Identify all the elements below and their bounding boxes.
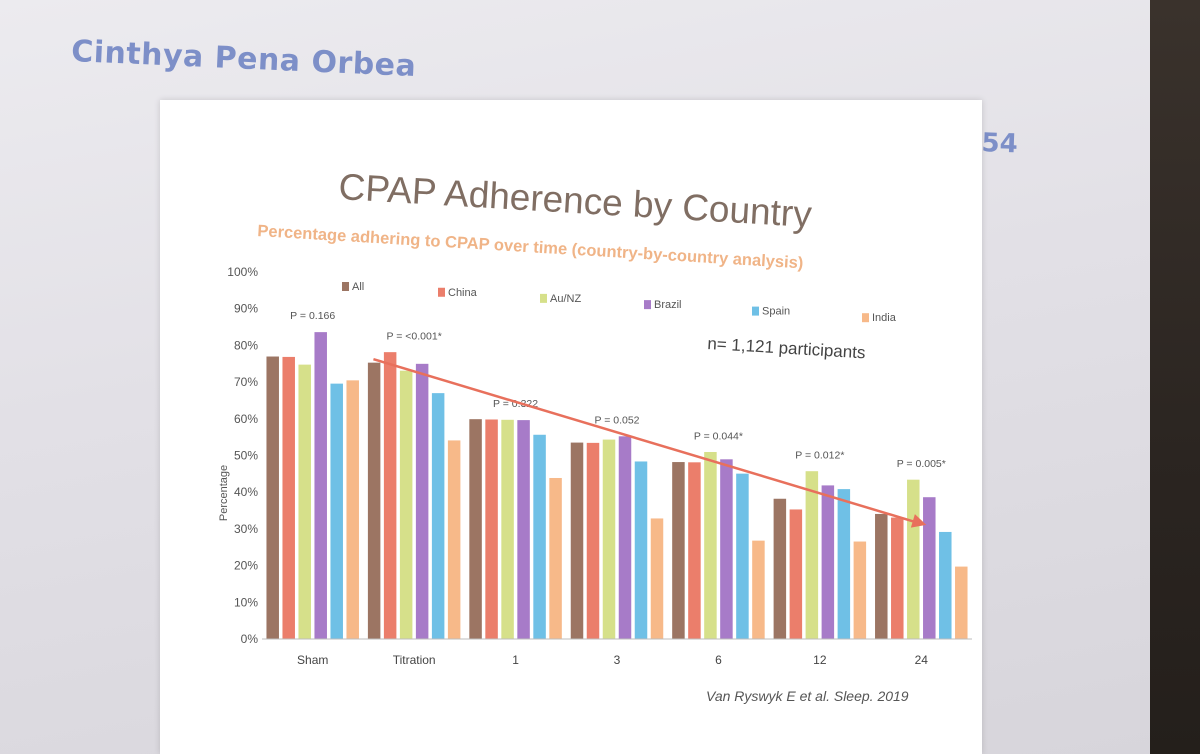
p-value-annotation: P = 0.322: [493, 398, 538, 410]
bar-all-4: [672, 462, 685, 639]
bar-brazil-0: [314, 332, 327, 639]
x-tick-label: 24: [915, 653, 929, 667]
y-tick-label: 90%: [234, 302, 258, 316]
bar-aunz-4: [704, 451, 717, 639]
bar-spain-0: [330, 383, 343, 639]
legend-label: Au/NZ: [550, 293, 581, 305]
citation: Van Ryswyk E et al. Sleep. 2019: [706, 688, 909, 704]
bar-china-6: [891, 517, 904, 639]
bar-all-2: [469, 419, 482, 639]
x-tick-label: 3: [614, 653, 621, 667]
x-tick-label: 6: [715, 653, 722, 667]
bar-spain-6: [939, 531, 952, 639]
p-value-annotation: P = 0.052: [594, 414, 639, 426]
bar-spain-2: [533, 434, 546, 639]
legend-swatch-india: [862, 313, 869, 323]
bar-china-3: [586, 442, 600, 639]
bar-spain-5: [837, 489, 851, 639]
legend-label: India: [872, 312, 897, 324]
bar-india-4: [752, 540, 765, 639]
slide: [160, 100, 982, 754]
p-value-annotation: P = 0.005*: [897, 458, 946, 470]
bar-india-0: [346, 380, 359, 639]
bar-all-5: [773, 498, 787, 639]
p-value-annotation: P = <0.001*: [387, 331, 442, 343]
bar-aunz-6: [907, 479, 920, 639]
bar-brazil-5: [821, 485, 835, 639]
bar-aunz-5: [805, 471, 819, 639]
bar-brazil-2: [517, 420, 530, 639]
bar-aunz-3: [602, 439, 616, 639]
y-tick-label: 40%: [234, 485, 258, 499]
bar-india-5: [853, 541, 867, 639]
bar-all-1: [367, 362, 381, 639]
bar-india-3: [650, 518, 664, 639]
legend-swatch-all: [342, 282, 349, 291]
bar-aunz-2: [501, 419, 514, 639]
bar-india-6: [955, 566, 968, 639]
bar-china-2: [485, 419, 498, 639]
trend-arrow-line: [373, 357, 919, 525]
p-value-annotation: P = 0.044*: [694, 430, 743, 442]
trend-arrow-head: [910, 514, 927, 528]
p-value-annotation: P = 0.166: [290, 310, 335, 322]
legend-swatch-aunz: [540, 293, 547, 303]
bar-brazil-1: [415, 363, 429, 639]
bar-aunz-1: [399, 370, 413, 639]
y-tick-label: 70%: [234, 375, 258, 389]
x-tick-label: Titration: [393, 653, 436, 667]
bar-india-1: [447, 440, 461, 639]
bar-aunz-0: [298, 364, 311, 639]
bar-india-2: [549, 477, 562, 639]
bar-china-1: [383, 352, 397, 639]
y-tick-label: 100%: [227, 265, 258, 279]
bar-all-3: [570, 442, 584, 639]
y-tick-label: 60%: [234, 412, 258, 426]
legend-swatch-spain: [752, 306, 759, 316]
x-tick-label: 12: [813, 653, 827, 667]
bar-china-0: [282, 356, 295, 639]
bar-china-4: [688, 462, 701, 639]
x-tick-label: Sham: [297, 653, 328, 667]
legend-label: China: [448, 287, 478, 299]
legend-label: Spain: [762, 306, 790, 318]
y-tick-label: 20%: [234, 559, 258, 573]
y-tick-label: 30%: [234, 522, 258, 536]
bar-spain-3: [634, 461, 648, 639]
bar-all-6: [875, 513, 888, 639]
y-tick-label: 10%: [234, 595, 258, 609]
x-tick-label: 1: [512, 653, 519, 667]
bar-all-0: [266, 356, 279, 639]
legend-swatch-brazil: [644, 300, 651, 310]
bar-brazil-6: [923, 497, 936, 639]
legend-label: All: [352, 281, 364, 293]
legend-label: Brazil: [654, 299, 682, 311]
bar-brazil-3: [618, 436, 632, 639]
y-tick-label: 50%: [234, 449, 258, 463]
y-tick-label: 80%: [234, 338, 258, 352]
bar-spain-1: [431, 393, 445, 639]
bar-brazil-4: [720, 459, 733, 639]
bar-china-5: [789, 509, 803, 639]
p-value-annotation: P = 0.012*: [795, 450, 844, 462]
bar-spain-4: [736, 473, 749, 639]
y-tick-label: 0%: [241, 632, 259, 646]
legend-swatch-china: [438, 287, 445, 297]
